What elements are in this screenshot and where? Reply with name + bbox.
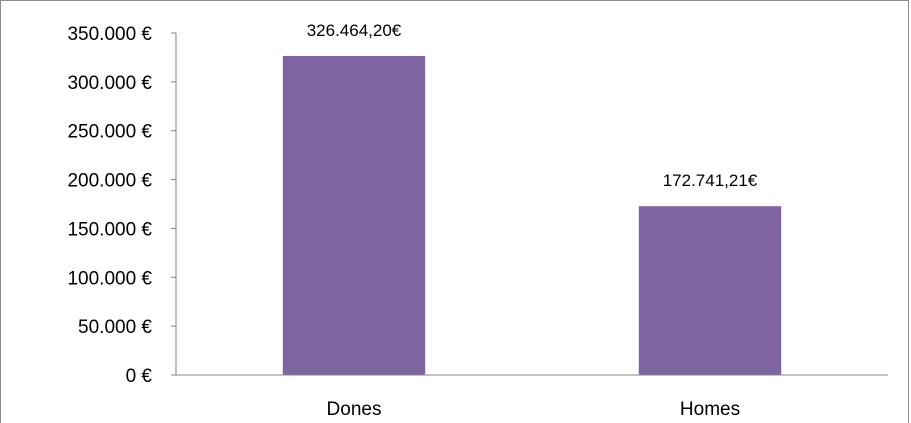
- bar-dones: [282, 55, 426, 376]
- y-tick-label: 250.000 €: [67, 122, 152, 143]
- y-tick-label: 350.000 €: [67, 24, 152, 45]
- category-label-homes: Homes: [680, 399, 740, 420]
- y-tick-label: 300.000 €: [67, 73, 152, 94]
- y-tick-label: 0 €: [126, 366, 153, 387]
- y-axis: 0 € 50.000 € 100.000 € 150.000 € 200.000 € 25…: [67, 24, 177, 387]
- y-tick-label: 50.000 €: [78, 317, 152, 338]
- category-label-dones: Dones: [327, 399, 382, 420]
- bar-homes: [638, 206, 782, 375]
- data-label-homes: 172.741,21€: [663, 171, 758, 190]
- y-tick-label: 150.000 €: [67, 219, 152, 240]
- y-tick-label: 100.000 €: [67, 268, 152, 289]
- y-tick-label: 200.000 €: [67, 171, 152, 192]
- bars: 326.464,20€ 172.741,21€: [282, 21, 782, 376]
- data-label-dones: 326.464,20€: [307, 21, 402, 40]
- x-axis: Dones Homes: [176, 374, 888, 420]
